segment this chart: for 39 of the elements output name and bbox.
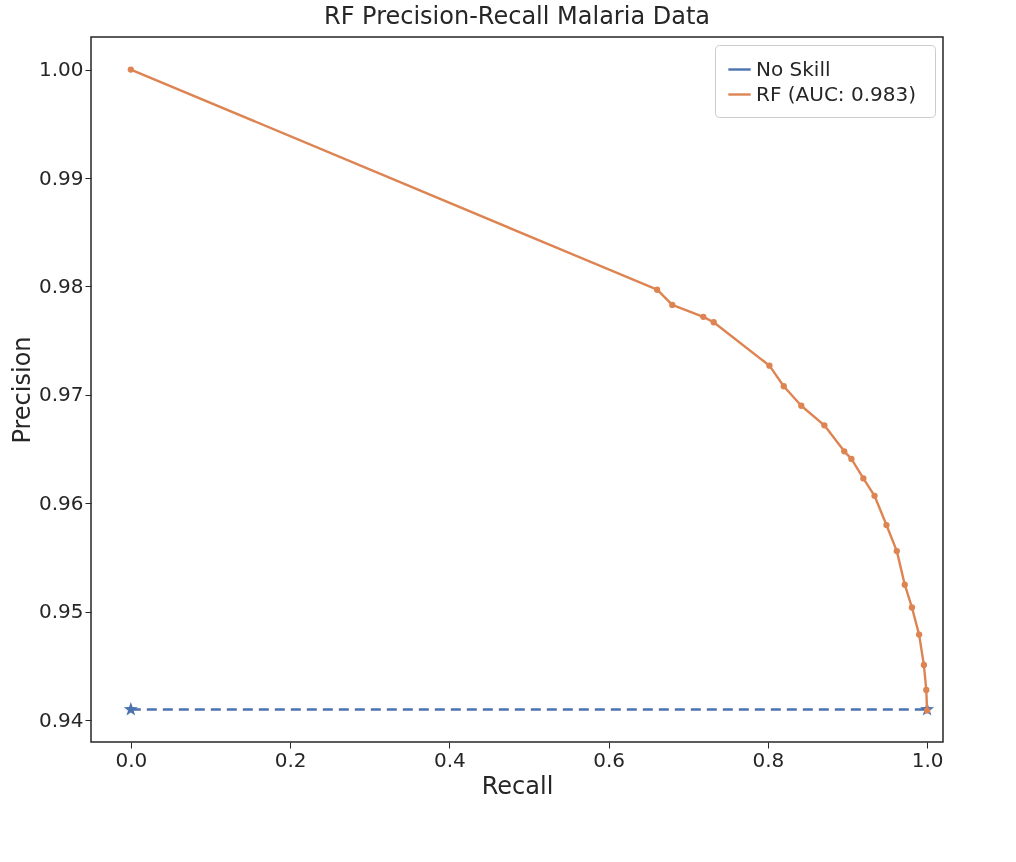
legend-label: RF (AUC: 0.983)	[756, 81, 916, 106]
legend-label: No Skill	[756, 56, 831, 81]
point	[920, 661, 928, 669]
point	[766, 362, 773, 369]
y-tick-label: 1.00	[38, 57, 84, 82]
x-tick-label: 1.0	[911, 747, 944, 772]
point	[848, 455, 855, 463]
x-tick-label: 0.8	[752, 747, 785, 772]
y-axis-title: Precision	[7, 336, 36, 444]
point	[871, 492, 878, 499]
y-tick-label: 0.95	[38, 599, 84, 624]
point	[841, 448, 848, 455]
x-axis-title: Recall	[481, 771, 554, 800]
point	[653, 286, 661, 293]
point	[908, 604, 916, 611]
point	[821, 422, 828, 429]
point	[798, 402, 805, 409]
point	[893, 547, 900, 555]
point	[860, 475, 867, 482]
point	[127, 66, 134, 73]
x-tick-label: 0.6	[593, 747, 625, 772]
point	[923, 686, 930, 694]
point	[901, 581, 908, 588]
point	[710, 319, 717, 326]
y-tick-label: 0.99	[38, 165, 84, 190]
x-tick-label: 0.2	[274, 747, 307, 772]
x-tick-label: 0.0	[115, 747, 148, 772]
y-tick-label: 0.94	[38, 707, 84, 732]
point	[915, 631, 923, 638]
point	[780, 383, 787, 390]
chart-title: RF Precision-Recall Malaria Data	[323, 2, 711, 30]
y-tick-label: 0.97	[38, 382, 84, 407]
point	[669, 301, 676, 309]
point	[700, 313, 707, 320]
y-tick-label: 0.96	[38, 490, 84, 515]
x-tick-label: 0.4	[433, 747, 466, 772]
y-tick-label: 0.98	[38, 273, 84, 298]
point	[123, 702, 138, 716]
point	[883, 521, 890, 529]
